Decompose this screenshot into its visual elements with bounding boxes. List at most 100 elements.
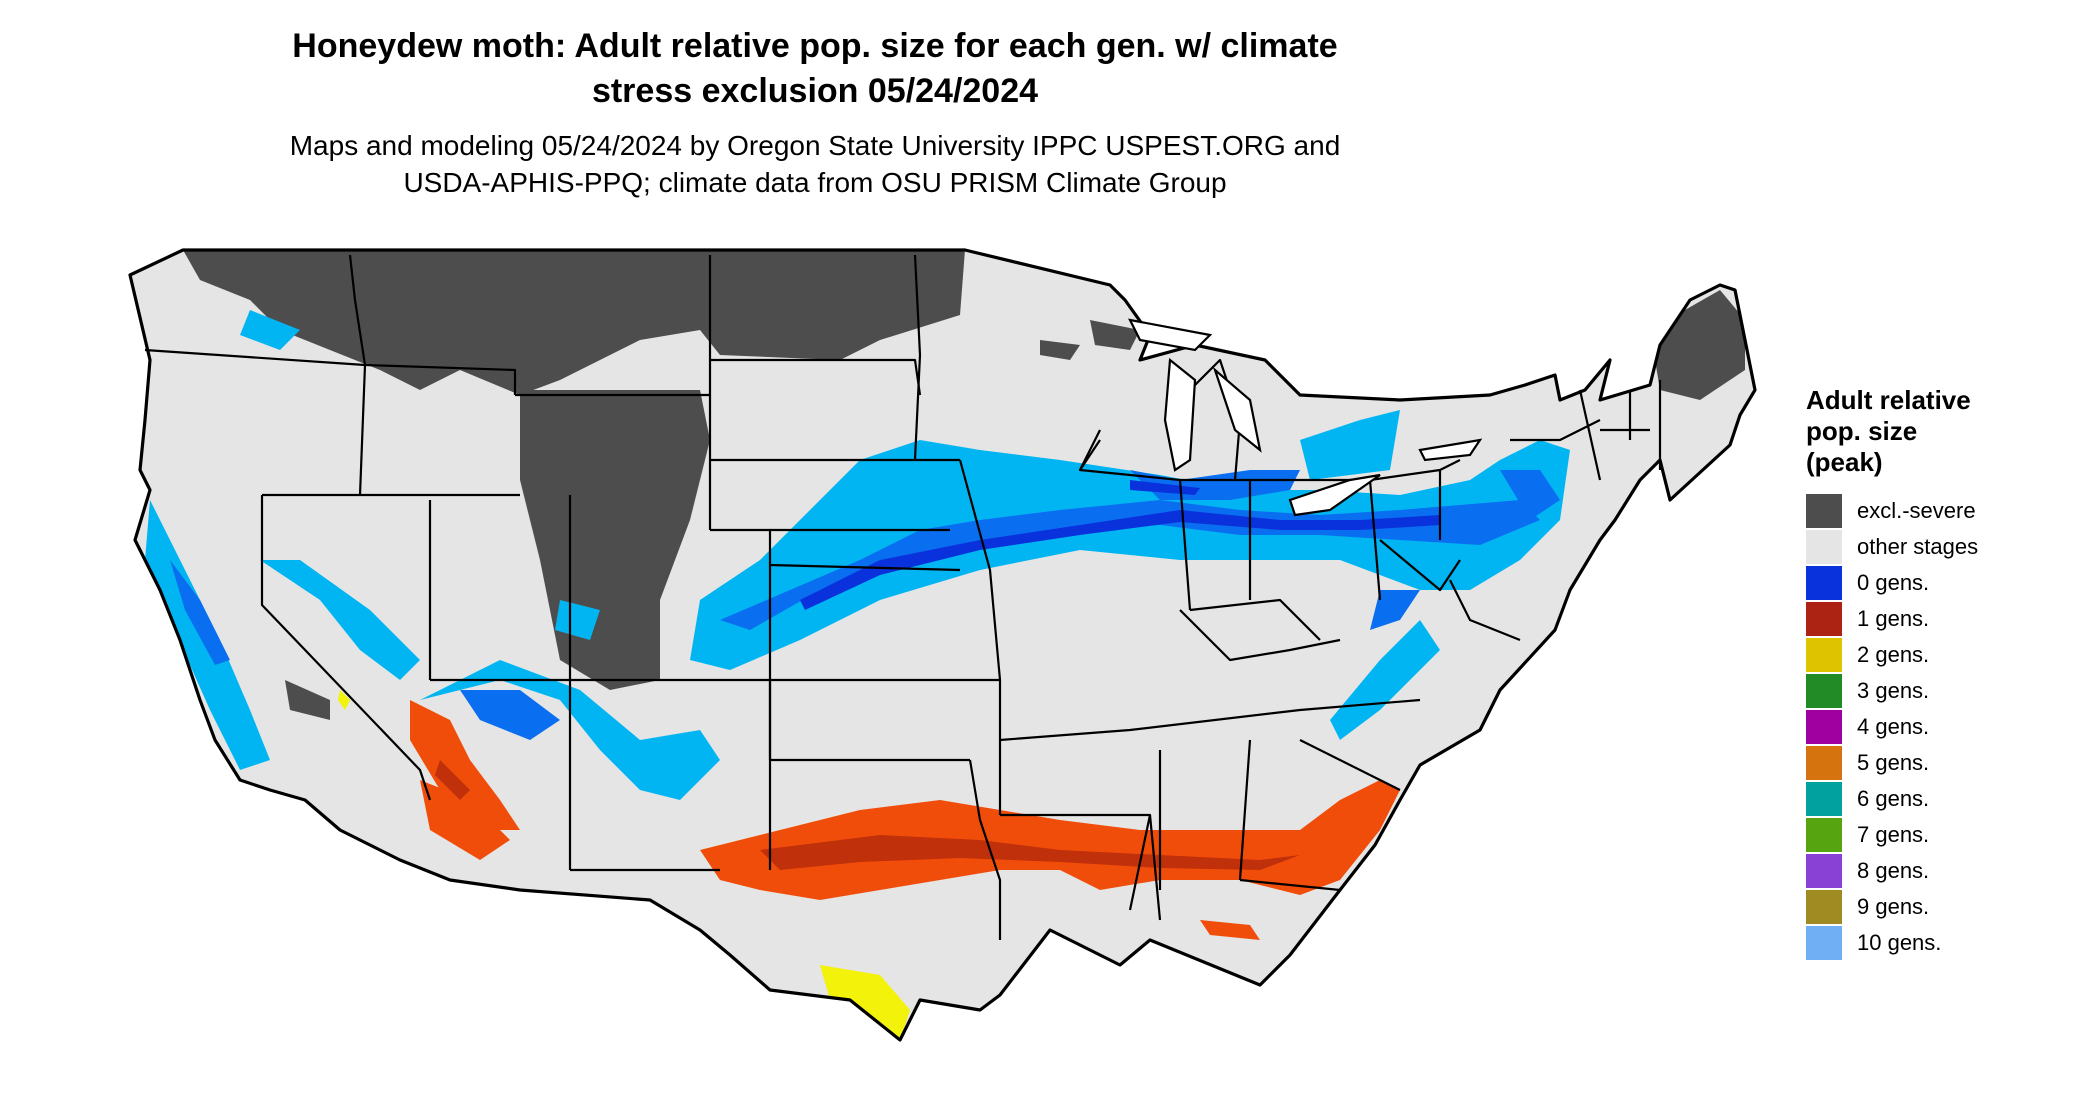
- legend-item: 6 gens.: [1806, 781, 2086, 817]
- legend-swatch: [1806, 890, 1842, 924]
- legend-title-line: (peak): [1806, 447, 1883, 477]
- legend-swatch: [1806, 746, 1842, 780]
- state-border: [348, 254, 367, 366]
- zero-gens-zone-light: [260, 560, 420, 680]
- two-gens-zone: [820, 965, 910, 1040]
- zero-gens-zone-dark: [800, 510, 1440, 610]
- map-subtitle-line-2: USDA-APHIS-PPQ; climate data from OSU PR…: [403, 167, 1227, 198]
- state-border: [144, 348, 366, 367]
- legend-label: 6 gens.: [1857, 786, 1930, 811]
- zero-gens-zone-mid: [720, 500, 1540, 630]
- excluded-severe-zone: [1040, 340, 1080, 360]
- legend-label: 5 gens.: [1857, 750, 1930, 775]
- great-lake: [1128, 318, 1213, 352]
- legend-swatch: [1806, 710, 1842, 744]
- state-border: [913, 254, 922, 461]
- legend-item: 8 gens.: [1806, 853, 2086, 889]
- map-subtitle: Maps and modeling 05/24/2024 by Oregon S…: [0, 127, 1630, 201]
- state-border: [958, 459, 1002, 815]
- state-border: [1148, 814, 1162, 921]
- legend-label: 1 gens.: [1857, 606, 1930, 631]
- zero-gens-zone-mid: [460, 690, 560, 740]
- legend-item: 0 gens.: [1806, 565, 2086, 601]
- legend-swatch: [1806, 818, 1842, 852]
- state-border: [358, 364, 367, 496]
- two-gens-zone: [1305, 980, 1375, 1040]
- great-lake: [1418, 438, 1483, 462]
- legend-item: excl.-severe: [1806, 493, 2086, 529]
- zero-gens-zone-mid: [1500, 470, 1560, 520]
- excluded-severe-zone: [1090, 320, 1140, 350]
- zero-gens-zone-light: [420, 660, 720, 800]
- zero-gens-zone-mid: [1370, 590, 1420, 630]
- legend-label: 2 gens.: [1857, 642, 1930, 667]
- state-border: [1578, 389, 1602, 481]
- one-gens-zone-dark: [760, 835, 1300, 870]
- state-border: [1079, 439, 1101, 471]
- state-border: [1238, 739, 1252, 881]
- legend-swatch: [1806, 602, 1842, 636]
- zero-gens-zone-light: [1330, 620, 1440, 740]
- legend-item: 9 gens.: [1806, 889, 2086, 925]
- legend-item: 2 gens.: [1806, 637, 2086, 673]
- legend-label: 4 gens.: [1857, 714, 1930, 739]
- zero-gens-zone-light: [1300, 410, 1400, 480]
- state-border: [1078, 429, 1192, 611]
- legend-label: other stages: [1857, 534, 1979, 559]
- map-subtitle-line-1: Maps and modeling 05/24/2024 by Oregon S…: [289, 130, 1341, 161]
- state-border: [260, 495, 432, 801]
- legend-item: 10 gens.: [1806, 925, 2086, 961]
- map-title-line-2: stress exclusion 05/24/2024: [591, 72, 1039, 110]
- legend-swatch: [1806, 638, 1842, 672]
- legend-swatch: [1806, 530, 1842, 564]
- legend-title-line: pop. size: [1806, 416, 1918, 446]
- state-border: [1449, 579, 1521, 642]
- map-legend: Adult relative pop. size (peak) excl.-se…: [1806, 385, 2086, 961]
- state-border: [1368, 479, 1382, 601]
- state-border: [1379, 539, 1461, 592]
- legend-swatch: [1806, 494, 1842, 528]
- legend-swatch: [1806, 782, 1842, 816]
- legend-swatch: [1806, 926, 1842, 960]
- great-lake: [1163, 357, 1197, 472]
- state-border: [364, 363, 517, 395]
- country-border: [128, 248, 1757, 1042]
- legend-item: 4 gens.: [1806, 709, 2086, 745]
- legend-label: excl.-severe: [1857, 498, 1976, 523]
- zero-gens-zone-light: [690, 440, 1570, 670]
- legend-item: 5 gens.: [1806, 745, 2086, 781]
- map-title: Honeydew moth: Adult relative pop. size …: [0, 24, 1630, 114]
- legend-item: 3 gens.: [1806, 673, 2086, 709]
- one-gens-zone: [1200, 920, 1260, 940]
- legend-swatch: [1806, 674, 1842, 708]
- state-border: [1239, 878, 1341, 892]
- zero-gens-zone-light: [555, 600, 600, 640]
- state-border: [768, 680, 970, 762]
- one-gens-zone: [410, 700, 520, 830]
- zero-gens-zone-mid: [170, 560, 230, 665]
- legend-label: 8 gens.: [1857, 858, 1930, 883]
- excluded-severe-zone: [285, 680, 330, 720]
- great-lake: [1212, 366, 1262, 453]
- legend-label: 9 gens.: [1857, 894, 1930, 919]
- legend-label: 7 gens.: [1857, 822, 1930, 847]
- legend-swatch: [1806, 854, 1842, 888]
- one-gens-zone-dark: [435, 760, 470, 800]
- zero-gens-zone-dark: [1130, 480, 1200, 495]
- state-border: [1189, 598, 1321, 641]
- legend-item: 1 gens.: [1806, 601, 2086, 637]
- state-border: [1179, 609, 1341, 662]
- zero-gens-zone-light: [240, 310, 300, 350]
- one-gens-zone: [700, 780, 1400, 900]
- two-gens-zone: [338, 690, 350, 710]
- legend-title: Adult relative pop. size (peak): [1806, 385, 2086, 478]
- legend-label: 0 gens.: [1857, 570, 1930, 595]
- state-border: [968, 759, 1002, 940]
- excluded-severe-zone: [183, 250, 965, 395]
- legend-items: excl.-severe other stages 0 gens. 1 gens. 2 …: [1806, 493, 2086, 961]
- legend-label: 3 gens.: [1857, 678, 1930, 703]
- state-border: [1299, 739, 1401, 791]
- legend-label: 10 gens.: [1857, 930, 1942, 955]
- state-border: [769, 563, 961, 572]
